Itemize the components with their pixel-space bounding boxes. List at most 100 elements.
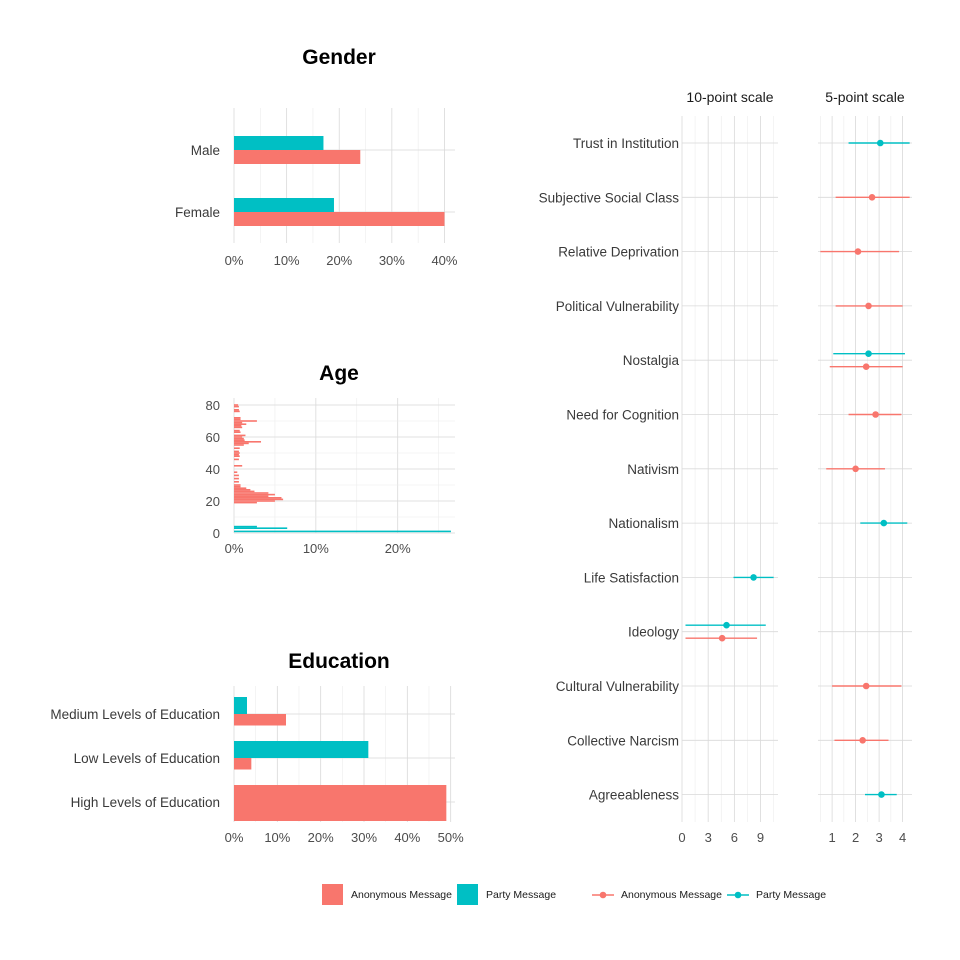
facet-x-tick-label: 3	[705, 830, 712, 845]
facet-x-tick-label: 4	[899, 830, 906, 845]
education-category-label: Medium Levels of Education	[50, 707, 220, 722]
pointrange-point-anonymous	[718, 634, 726, 642]
age-bar-anonymous	[234, 490, 255, 493]
age-bar-anonymous	[234, 477, 239, 480]
age-bar-anonymous	[234, 418, 241, 421]
age-x-tick-label: 10%	[303, 541, 329, 556]
age-bar-anonymous	[234, 481, 239, 483]
education-bar-anonymous	[234, 758, 252, 770]
age-y-tick-label: 60	[206, 430, 220, 445]
age-bar-anonymous	[234, 444, 244, 446]
education-x-tick-label: 30%	[351, 830, 377, 845]
education-bar-party	[234, 741, 369, 758]
pointrange-point-anonymous	[865, 302, 872, 310]
age-bar-anonymous	[234, 450, 239, 453]
pointrange-category-label: Life Satisfaction	[584, 570, 679, 585]
gender-x-tick-label: 20%	[326, 253, 352, 268]
legend-key-point-party	[734, 891, 742, 899]
education-category-label: High Levels of Education	[71, 795, 220, 810]
age-bar-anonymous	[234, 420, 257, 422]
age-bar-anonymous	[234, 425, 242, 427]
pointrange-point-party	[723, 621, 730, 629]
age-bar-anonymous	[234, 429, 240, 432]
age-bar-anonymous	[234, 492, 269, 494]
age-bar-anonymous	[234, 465, 243, 467]
gender-bar-party	[234, 198, 334, 212]
pointrange-point-anonymous	[862, 682, 870, 690]
pointrange-category-label: Need for Cognition	[566, 408, 679, 423]
pointrange-category-label: Nationalism	[608, 516, 679, 531]
pointrange-category-label: Political Vulnerability	[556, 299, 680, 314]
age-y-tick-label: 80	[206, 398, 220, 413]
pointrange-point-anonymous	[852, 465, 859, 473]
pointrange-category-label: Nostalgia	[623, 353, 680, 368]
legend-label: Anonymous Message	[351, 889, 452, 901]
pointrange-category-label: Agreeableness	[589, 788, 679, 803]
pointrange-category-label: Nativism	[627, 462, 679, 477]
education-panel: 0% 10% 20% 30% 40% 50% Medium Levels of Educat…	[50, 650, 464, 845]
gender-bar-anonymous	[234, 212, 445, 226]
legend-key-bar-party	[457, 884, 478, 905]
pointrange-point-anonymous	[859, 737, 866, 744]
age-bar-anonymous	[234, 417, 241, 419]
pointrange-point-party	[876, 139, 884, 147]
facet-x-tick-label: 2	[852, 830, 859, 845]
age-bar-anonymous	[234, 426, 243, 429]
facet-strip-label: 5-point scale	[825, 89, 905, 105]
pointrange-point-anonymous	[872, 411, 879, 418]
age-bar-anonymous	[234, 474, 239, 477]
facet-x-tick-label: 9	[757, 830, 764, 845]
education-bar-anonymous	[234, 785, 447, 821]
age-bar-anonymous	[234, 452, 240, 454]
education-x-tick-label: 40%	[394, 830, 420, 845]
gender-panel: 0% 10% 20% 30% 40% Male Female Gender	[175, 46, 458, 268]
pointrange-category-label: Relative Deprivation	[558, 245, 679, 260]
pointrange-category-label: Ideology	[628, 625, 679, 640]
pointrange-category-label: Subjective Social Class	[539, 190, 680, 205]
pointrange-point-anonymous	[854, 248, 862, 255]
education-x-tick-label: 20%	[308, 830, 334, 845]
education-x-tick-label: 50%	[438, 830, 464, 845]
education-bar-anonymous	[234, 714, 286, 726]
age-bar-anonymous	[234, 423, 247, 425]
age-y-tick-label: 0	[213, 526, 220, 541]
legend-key-bar-anonymous	[322, 884, 343, 905]
pointrange-point-anonymous	[868, 194, 876, 201]
pointrange-panel: 0 3 6 9 10-point scale 1 2 3 4 5-point scale Trust…	[539, 89, 912, 845]
legend-label: Anonymous Message	[621, 889, 722, 901]
age-bar-anonymous	[234, 500, 275, 502]
age-x-tick-label: 0%	[225, 541, 244, 556]
legend-key-point-anonymous	[599, 891, 607, 899]
age-bar-anonymous	[234, 447, 240, 449]
legend: Anonymous Message Party Message Anonymous …	[322, 884, 826, 905]
gender-title: Gender	[302, 46, 376, 69]
age-bar-anonymous	[234, 439, 245, 441]
facet-x-tick-label: 0	[678, 830, 685, 845]
education-title: Education	[288, 650, 390, 673]
education-category-label: Low Levels of Education	[74, 751, 220, 766]
gender-x-tick-label: 40%	[431, 253, 457, 268]
age-bar-anonymous	[234, 404, 239, 406]
age-bar-anonymous	[234, 498, 284, 501]
age-x-tick-label: 20%	[385, 541, 411, 556]
gender-x-tick-label: 10%	[274, 253, 300, 268]
age-bar-anonymous	[234, 487, 247, 489]
education-x-tick-label: 0%	[225, 830, 244, 845]
age-bar-anonymous	[234, 484, 241, 486]
pointrange-point-party	[750, 574, 757, 581]
age-bar-anonymous	[234, 493, 275, 496]
age-bar-anonymous	[234, 431, 241, 433]
pointrange-point-party	[865, 350, 872, 358]
gender-x-tick-label: 30%	[379, 253, 405, 268]
age-bar-anonymous	[234, 441, 262, 443]
gender-category-label: Male	[191, 143, 220, 158]
pointrange-category-label: Collective Narcism	[567, 733, 679, 748]
facet-x-tick-label: 1	[828, 830, 835, 845]
age-bar-anonymous	[234, 495, 269, 497]
age-bar-anonymous	[234, 442, 249, 445]
pointrange-point-party	[880, 519, 888, 527]
age-bar-anonymous	[234, 497, 282, 499]
gender-x-tick-label: 0%	[225, 253, 244, 268]
facet-x-tick-label: 6	[731, 830, 738, 845]
